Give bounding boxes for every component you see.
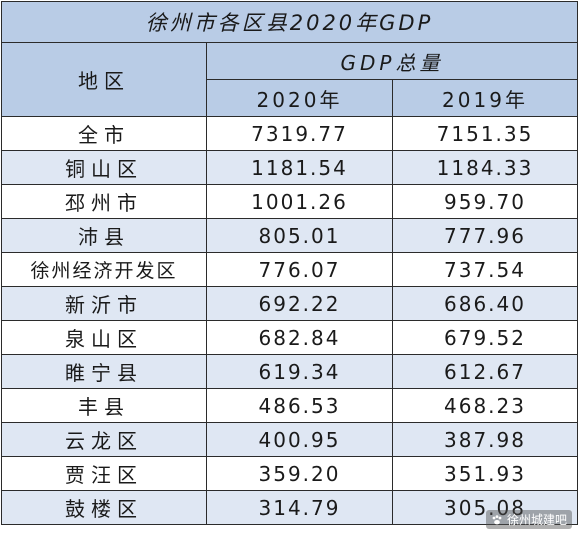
gdp-2019-cell: 777.96 xyxy=(392,218,578,253)
gdp-2020-cell: 1001.26 xyxy=(206,184,393,219)
region-cell: 睢宁县 xyxy=(1,354,207,389)
gdp-2019-cell: 468.23 xyxy=(392,388,578,423)
table-row: 贾汪区 359.20 351.93 xyxy=(1,456,578,491)
region-cell: 鼓楼区 xyxy=(1,490,207,525)
gdp-2020-cell: 682.84 xyxy=(206,320,393,355)
table-row: 全市 7319.77 7151.35 xyxy=(1,116,578,151)
gdp-2019-cell: 351.93 xyxy=(392,456,578,491)
table-row: 沛县 805.01 777.96 xyxy=(1,218,578,253)
region-cell: 沛县 xyxy=(1,218,207,253)
gdp-2019-cell: 959.70 xyxy=(392,184,578,219)
region-cell: 全市 xyxy=(1,116,207,151)
watermark-text: 徐州城建吧 xyxy=(506,513,567,527)
gdp-2020-cell: 314.79 xyxy=(206,490,393,525)
table-row: 睢宁县 619.34 612.67 xyxy=(1,354,578,389)
gdp-2020-cell: 486.53 xyxy=(206,388,393,423)
gdp-2020-cell: 619.34 xyxy=(206,354,393,389)
region-cell: 新沂市 xyxy=(1,286,207,321)
gdp-2019-cell: 1184.33 xyxy=(392,150,578,185)
year-2019-header: 2019年 xyxy=(392,79,578,117)
year-2020-header: 2020年 xyxy=(206,79,393,117)
paw-icon xyxy=(491,514,503,526)
gdp-2020-cell: 400.95 xyxy=(206,422,393,457)
gdp-table: 徐州市各区县2020年GDP 地区 GDP总量 2020年 2019年 全市 7… xyxy=(1,1,578,525)
gdp-2019-cell: 387.98 xyxy=(392,422,578,457)
region-cell: 徐州经济开发区 xyxy=(1,252,207,287)
table-row: 鼓楼区 314.79 305.08 xyxy=(1,490,578,525)
region-column-header: 地区 xyxy=(1,42,207,117)
gdp-2020-cell: 692.22 xyxy=(206,286,393,321)
gdp-2019-cell: 737.54 xyxy=(392,252,578,287)
table-row: 丰县 486.53 468.23 xyxy=(1,388,578,423)
gdp-2019-cell: 612.67 xyxy=(392,354,578,389)
region-cell: 铜山区 xyxy=(1,150,207,185)
table-row: 新沂市 692.22 686.40 xyxy=(1,286,578,321)
gdp-2020-cell: 1181.54 xyxy=(206,150,393,185)
gdp-2019-cell: 679.52 xyxy=(392,320,578,355)
region-cell: 泉山区 xyxy=(1,320,207,355)
gdp-2019-cell: 7151.35 xyxy=(392,116,578,151)
watermark: 徐州城建吧 xyxy=(485,510,572,529)
table-row: 邳州市 1001.26 959.70 xyxy=(1,184,578,219)
table-row: 徐州经济开发区 776.07 737.54 xyxy=(1,252,578,287)
gdp-2020-cell: 7319.77 xyxy=(206,116,393,151)
gdp-2020-cell: 359.20 xyxy=(206,456,393,491)
gdp-2020-cell: 776.07 xyxy=(206,252,393,287)
table-row: 铜山区 1181.54 1184.33 xyxy=(1,150,578,185)
region-cell: 云龙区 xyxy=(1,422,207,457)
table-row: 泉山区 682.84 679.52 xyxy=(1,320,578,355)
gdp-2019-cell: 686.40 xyxy=(392,286,578,321)
region-cell: 邳州市 xyxy=(1,184,207,219)
gdp-total-header: GDP总量 xyxy=(206,42,578,80)
gdp-2020-cell: 805.01 xyxy=(206,218,393,253)
gdp-2019-cell: 305.08 xyxy=(392,490,578,525)
region-cell: 丰县 xyxy=(1,388,207,423)
table-row: 云龙区 400.95 387.98 xyxy=(1,422,578,457)
region-cell: 贾汪区 xyxy=(1,456,207,491)
table-title: 徐州市各区县2020年GDP xyxy=(1,1,578,43)
